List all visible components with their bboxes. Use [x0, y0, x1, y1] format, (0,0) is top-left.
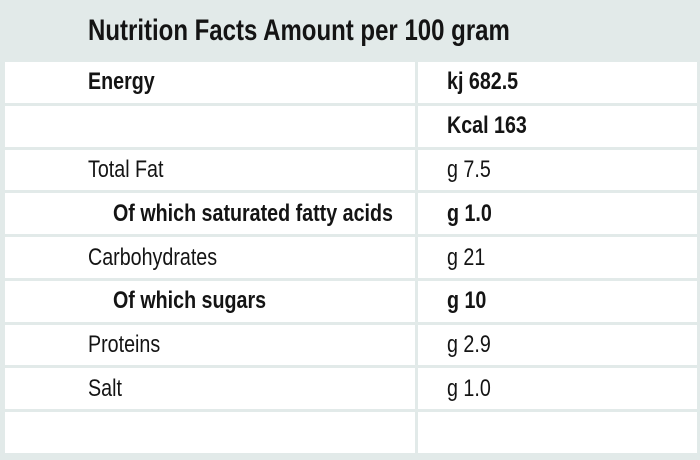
nutrient-label: Salt: [88, 374, 122, 402]
nutrient-label-cell: Salt: [5, 368, 415, 410]
nutrient-label: Energy: [88, 68, 155, 96]
table-row: Of which saturated fatty acids g 1.0: [5, 193, 697, 235]
nutrient-label-cell: [5, 105, 415, 147]
amount-value-cell: Kcal 163: [418, 105, 697, 147]
nutrient-label-cell: Of which saturated fatty acids: [5, 193, 415, 235]
amount-value: g 1.0: [447, 199, 492, 227]
nutrient-label-cell: Carbohydrates: [5, 237, 415, 278]
nutrient-label-cell: Of which sugars: [5, 280, 415, 322]
page-title-text: Nutrition Facts Amount per 100 gram: [88, 14, 510, 47]
amount-value-cell: [418, 412, 697, 454]
amount-value-cell: kj 682.5: [418, 62, 697, 103]
nutrient-label: Total Fat: [88, 155, 164, 183]
table-row: Proteins g 2.9: [5, 324, 697, 366]
nutrient-label: Carbohydrates: [88, 243, 218, 271]
nutrient-label-cell: Proteins: [5, 324, 415, 366]
amount-value: Kcal 163: [447, 112, 527, 140]
amount-value-cell: g 2.9: [418, 324, 697, 366]
amount-value-cell: g 1.0: [418, 368, 697, 410]
nutrient-label: Proteins: [88, 331, 161, 359]
nutrient-label-cell: Energy: [5, 62, 415, 103]
nutrient-label-cell: [5, 412, 415, 454]
nutrient-label: Of which saturated fatty acids: [113, 199, 393, 227]
table-row: Carbohydrates g 21: [5, 237, 697, 278]
nutrient-label: Of which sugars: [113, 287, 267, 315]
amount-value: g 7.5: [447, 155, 491, 183]
amount-value-cell: g 10: [418, 280, 697, 322]
table-row: Kcal 163: [5, 105, 697, 147]
table-row: [5, 412, 697, 454]
table-row: Of which sugars g 10: [5, 280, 697, 322]
amount-value-cell: g 7.5: [418, 149, 697, 191]
table-row: Salt g 1.0: [5, 368, 697, 410]
nutrition-table: Energy kj 682.5 Kcal 163 Total Fat g 7.5…: [5, 62, 697, 454]
panel-header: Nutrition Facts Amount per 100 gram: [0, 0, 700, 62]
amount-value: g 1.0: [447, 374, 491, 402]
table-row: Total Fat g 7.5: [5, 149, 697, 191]
nutrient-label-cell: Total Fat: [5, 149, 415, 191]
amount-value-cell: g 21: [418, 237, 697, 278]
amount-value: g 21: [447, 243, 486, 271]
table-row: Energy kj 682.5: [5, 62, 697, 103]
amount-value: g 2.9: [447, 331, 491, 359]
page-title: Nutrition Facts Amount per 100 gram: [88, 14, 615, 48]
amount-value: g 10: [447, 287, 487, 315]
amount-value: kj 682.5: [447, 68, 519, 96]
amount-value-cell: g 1.0: [418, 193, 697, 235]
